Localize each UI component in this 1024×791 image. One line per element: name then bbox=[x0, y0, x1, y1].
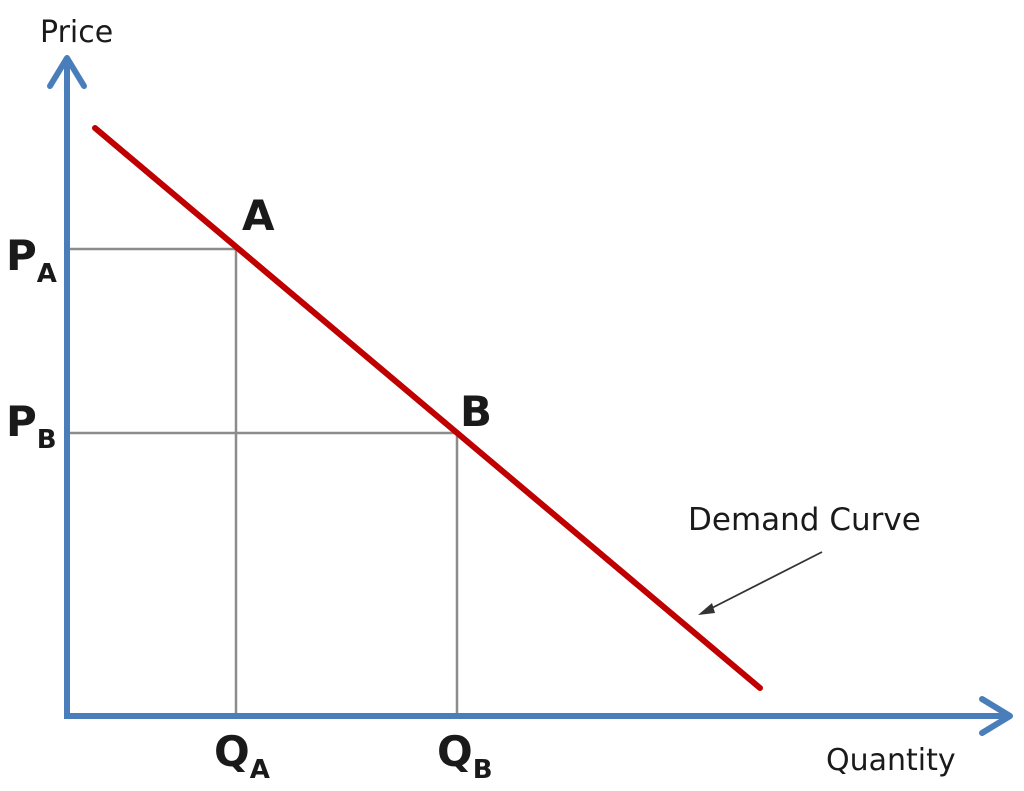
x-axis-label: Quantity bbox=[826, 743, 956, 778]
annotation-arrowhead-icon bbox=[698, 603, 715, 615]
quantity-tick-qb-main: Q bbox=[437, 727, 473, 776]
price-tick-pb-sub: B bbox=[37, 425, 57, 455]
price-tick-pb-main: P bbox=[6, 397, 37, 446]
point-a-label: A bbox=[242, 191, 275, 240]
quantity-tick-qa-main: Q bbox=[214, 727, 250, 776]
quantity-tick-qb: QB bbox=[437, 727, 493, 785]
price-tick-pa: PA bbox=[6, 231, 57, 289]
quantity-tick-qb-sub: B bbox=[473, 755, 493, 785]
x-axis-arrowhead bbox=[979, 696, 1013, 736]
point-b-label: B bbox=[460, 387, 492, 436]
annotation-pointer-line bbox=[703, 551, 823, 613]
price-tick-pa-sub: A bbox=[37, 259, 57, 289]
y-axis-label: Price bbox=[40, 15, 113, 50]
quantity-tick-qa-sub: A bbox=[250, 755, 270, 785]
price-tick-pa-main: P bbox=[6, 231, 37, 280]
quantity-tick-qa: QA bbox=[214, 727, 270, 785]
demand-curve-line bbox=[92, 125, 763, 691]
price-tick-pb: PB bbox=[6, 397, 57, 455]
y-axis-arrowhead bbox=[47, 55, 87, 89]
demand-curve-annotation: Demand Curve bbox=[688, 502, 921, 538]
